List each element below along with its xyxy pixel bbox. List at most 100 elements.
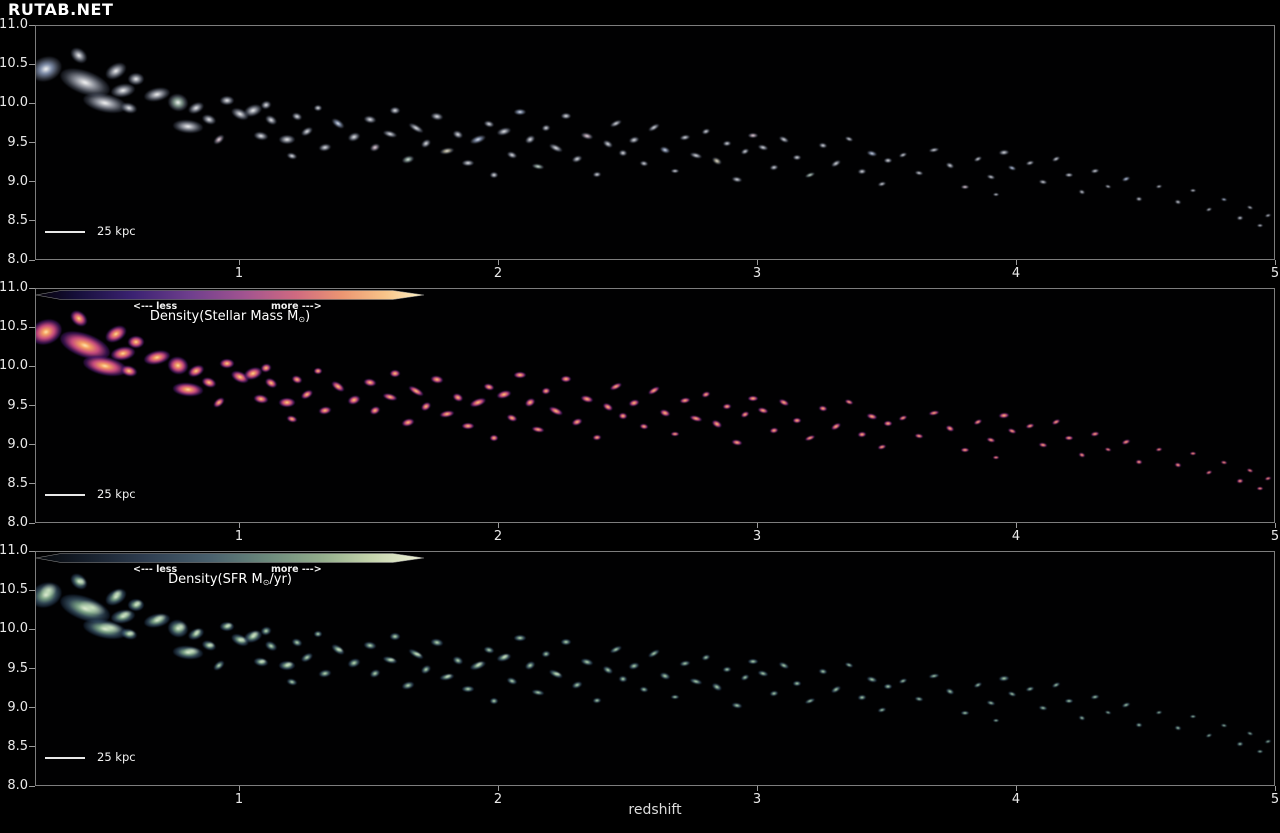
galaxy-blob: [439, 147, 455, 156]
galaxy-blob: [489, 698, 498, 704]
galaxy-blob: [986, 173, 996, 180]
galaxy-blob: [439, 673, 455, 682]
galaxy-blob: [628, 398, 640, 407]
galaxy-blob: [1078, 189, 1086, 195]
y-tick-mark: [29, 287, 35, 289]
x-tick-mark: [497, 260, 499, 265]
x-tick-mark: [756, 786, 758, 791]
watermark: RUTAB.NET: [8, 0, 114, 19]
galaxy-blob: [701, 127, 711, 136]
galaxy-blob: [1090, 694, 1099, 700]
galaxy-blob: [420, 137, 433, 150]
galaxy-blob: [1220, 460, 1228, 465]
y-tick-label: 11.0: [0, 17, 28, 32]
x-tick-label: 1: [234, 792, 244, 807]
galaxy-blob: [330, 643, 347, 657]
galaxy-blob: [769, 163, 778, 171]
galaxy-blob: [541, 650, 551, 658]
y-tick-mark: [29, 522, 35, 524]
colorbar-title-stellar-mass: Density(Stellar Mass M⊙): [149, 309, 311, 324]
galaxy-blob: [561, 639, 572, 646]
galaxy-blob: [1121, 175, 1131, 182]
galaxy-blob: [220, 95, 235, 106]
galaxy-blob: [382, 392, 398, 402]
galaxy-blob: [172, 118, 204, 134]
y-tick-label: 10.0: [0, 621, 28, 637]
galaxy-blob: [1135, 459, 1142, 464]
y-tick-label: 8.0: [7, 778, 28, 793]
x-tick-label: 1: [234, 529, 244, 544]
galaxy-blob: [914, 696, 923, 703]
y-tick-mark: [29, 589, 35, 591]
galaxy-blob: [608, 381, 623, 392]
galaxy-blob: [680, 659, 691, 667]
galaxy-blob: [1025, 160, 1035, 167]
galaxy-blob: [300, 125, 315, 138]
galaxy-blob: [430, 637, 444, 647]
galaxy-blob: [390, 107, 401, 114]
galaxy-blob: [1051, 418, 1061, 426]
galaxy-blob: [401, 154, 415, 164]
galaxy-blob: [531, 689, 545, 697]
x-tick-mark: [1274, 260, 1276, 265]
galaxy-blob: [747, 133, 758, 139]
panel-stellar-mass-density: <--- less more ---> Density(Stellar Mass…: [0, 280, 1279, 544]
galaxy-blob: [313, 631, 322, 638]
galaxy-blob: [278, 135, 295, 144]
y-tick-label: 10.0: [0, 95, 28, 111]
galaxy-blob: [710, 681, 723, 692]
galaxy-blob: [172, 381, 204, 397]
galaxy-blob: [866, 675, 878, 683]
galaxy-blob: [1236, 478, 1243, 483]
galaxy-blob: [866, 149, 878, 157]
x-tick-label: 5: [1270, 266, 1280, 281]
galaxy-blob: [580, 131, 594, 141]
galaxy-blob: [689, 414, 703, 423]
galaxy-blob: [580, 394, 594, 404]
galaxy-blob: [804, 434, 816, 442]
galaxy-blob: [390, 633, 401, 640]
galaxy-blob: [659, 408, 671, 418]
galaxy-blob: [1078, 452, 1086, 458]
galaxy-blob: [898, 415, 908, 422]
galaxy-blob: [647, 648, 661, 660]
galaxy-blob: [1064, 698, 1073, 704]
galaxy-blob: [513, 108, 526, 116]
galaxy-blob: [671, 431, 680, 437]
galaxy-blob: [128, 599, 145, 612]
galaxy-blob: [608, 118, 623, 129]
colorbar-sfr: <--- less more ---> Density(SFR M⊙/yr): [35, 551, 435, 599]
galaxy-blob: [804, 697, 816, 705]
x-tick-label: 1: [234, 266, 244, 281]
galaxy-blob: [722, 403, 732, 410]
galaxy-blob: [513, 634, 526, 642]
galaxy-blob: [483, 645, 495, 655]
y-tick-mark: [29, 444, 35, 446]
galaxy-blob: [680, 396, 691, 404]
x-tick-mark: [1274, 786, 1276, 791]
galaxy-blob: [346, 394, 361, 406]
galaxy-blob: [496, 126, 512, 137]
galaxy-blob: [998, 675, 1010, 682]
galaxy-blob: [263, 639, 279, 653]
galaxy-blob: [401, 417, 415, 427]
galaxy-blob: [877, 444, 887, 451]
galaxy-blob: [390, 370, 401, 377]
galaxy-blob: [561, 113, 572, 120]
x-tick-label: 4: [1011, 792, 1021, 807]
x-tick-mark: [756, 523, 758, 528]
galaxy-blob: [1156, 710, 1163, 715]
galaxy-blob: [368, 405, 381, 416]
x-tick-label: 3: [752, 266, 762, 281]
galaxy-blob: [731, 438, 743, 445]
galaxy-blob: [1104, 184, 1111, 189]
galaxy-blob: [291, 637, 303, 648]
galaxy-blob: [506, 676, 518, 686]
galaxy-blob: [469, 659, 488, 672]
galaxy-blob: [619, 149, 628, 157]
galaxy-blob: [119, 364, 138, 378]
galaxy-blob: [1121, 701, 1131, 708]
galaxy-blob: [659, 145, 671, 155]
galaxy-blob: [1190, 715, 1197, 718]
galaxy-blob: [212, 395, 227, 410]
